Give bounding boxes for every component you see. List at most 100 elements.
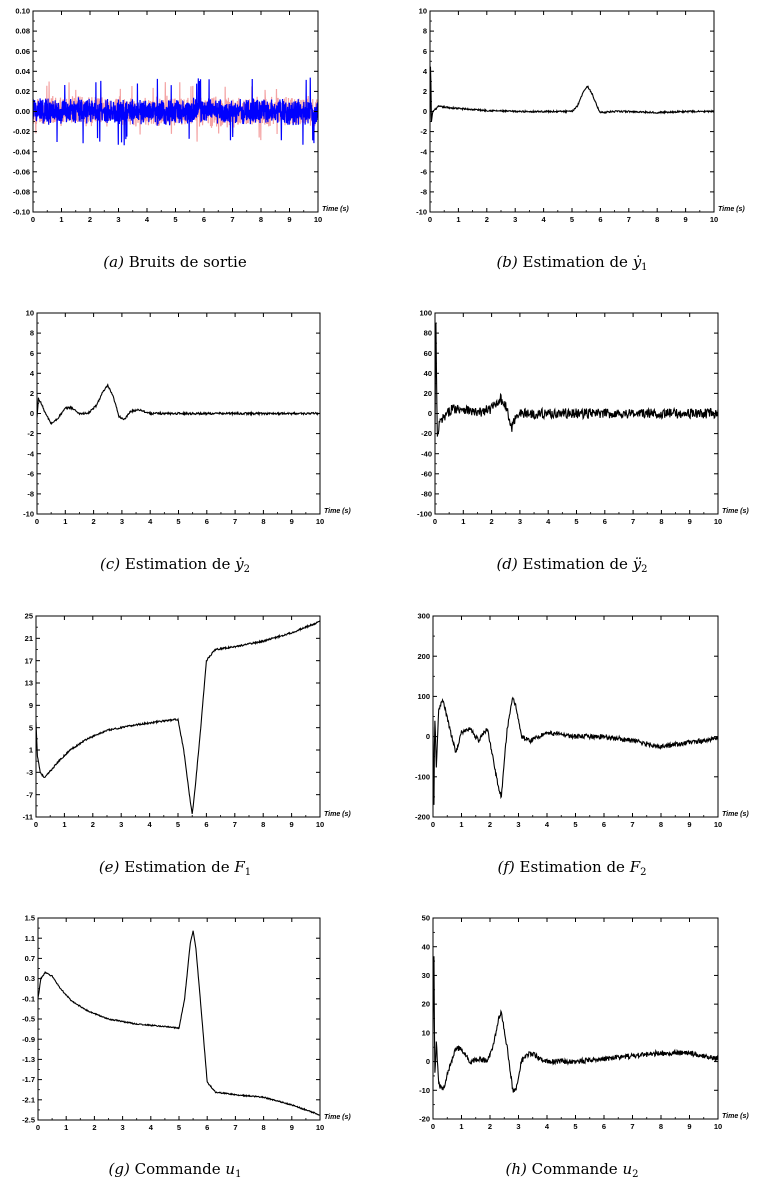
y-tick-label: -100 <box>415 772 430 781</box>
subfigure-caption: (b) Estimation de ẏ1 <box>496 253 647 273</box>
plot-frame <box>432 917 719 1120</box>
x-tick-label: 5 <box>176 820 180 829</box>
x-tick-label: 4 <box>545 1122 550 1131</box>
chart-panel-5: 0 1 2 3 4 5 6 7 8 9 10 -11 -7 -3 1 5 9 13 17 21 25 Time (s) (e… <box>23 612 352 878</box>
caption-subscript: 2 <box>640 867 646 878</box>
plot-frame <box>432 615 719 818</box>
caption-subscript: 1 <box>235 1169 241 1180</box>
chart-panel-4: 0 1 2 3 4 5 6 7 8 9 10 -100 -80 -60 -40 -20 0 20 40 60 80 100… <box>417 309 749 575</box>
y-tick-label: -200 <box>415 813 430 822</box>
caption-subscript: 2 <box>641 564 647 575</box>
subfigure-caption: (d) Estimation de ÿ2 <box>496 555 647 575</box>
y-tick-label: 4 <box>30 369 35 378</box>
y-tick-label: 2 <box>30 389 34 398</box>
y-tick-label: -8 <box>420 188 427 197</box>
x-tick-label: 0 <box>34 820 38 829</box>
x-tick-label: 1 <box>461 517 465 526</box>
y-tick-label: -10 <box>416 208 427 217</box>
y-tick-label: -6 <box>420 167 427 176</box>
x-axis-label: Time (s) <box>722 811 749 818</box>
x-tick-label: 3 <box>516 1122 520 1131</box>
x-axis-label: Time (s) <box>722 508 749 515</box>
y-tick-label: 0.10 <box>15 7 30 16</box>
y-tick-label: 0.3 <box>25 974 35 983</box>
y-tick-label: 21 <box>25 634 33 643</box>
y-tick-label: 1.1 <box>25 934 35 943</box>
y-tick-label: -1.3 <box>22 1055 35 1064</box>
caption-letter: (d) <box>496 555 517 573</box>
x-tick-label: 0 <box>31 215 35 224</box>
y-tick-label: 200 <box>417 652 430 661</box>
caption-letter: (a) <box>103 253 124 271</box>
y-tick-label: -4 <box>420 147 427 156</box>
y-tick-label: -60 <box>421 469 432 478</box>
x-tick-label: 8 <box>262 1123 266 1132</box>
y-tick-label: 40 <box>422 942 430 951</box>
x-tick-label: 10 <box>316 1123 324 1132</box>
x-axis-label: Time (s) <box>722 1113 749 1120</box>
x-tick-label: 4 <box>148 820 153 829</box>
x-tick-label: 10 <box>316 820 324 829</box>
y-tick-label: 100 <box>417 692 430 701</box>
x-tick-label: 2 <box>490 517 494 526</box>
caption-symbol: F <box>230 858 246 876</box>
y-tick-label: 30 <box>422 971 430 980</box>
y-tick-label: 0.00 <box>15 107 30 116</box>
x-tick-label: 7 <box>627 215 631 224</box>
x-tick-label: 10 <box>714 820 722 829</box>
caption-letter: (e) <box>99 858 120 876</box>
caption-subscript: 2 <box>632 1169 638 1180</box>
x-tick-label: 8 <box>259 215 263 224</box>
caption-text: Estimation de <box>119 858 229 876</box>
caption-symbol: u <box>618 1160 632 1178</box>
series-line <box>430 66 714 122</box>
y-tick-label: 25 <box>25 612 33 621</box>
x-tick-label: 6 <box>603 517 607 526</box>
x-tick-label: 4 <box>545 820 550 829</box>
caption-text: Estimation de <box>518 253 628 271</box>
x-tick-label: 7 <box>233 820 237 829</box>
caption-letter: (h) <box>506 1160 528 1178</box>
x-tick-label: 10 <box>316 517 324 526</box>
y-tick-label: -20 <box>421 429 432 438</box>
x-tick-label: 7 <box>630 820 634 829</box>
x-tick-label: 1 <box>62 820 66 829</box>
chart-panel-8: 0 1 2 3 4 5 6 7 8 9 10 -20 -10 0 10 20 30 40 50 Time (s) (h)… <box>419 914 749 1180</box>
x-tick-label: 9 <box>290 1123 294 1132</box>
caption-subscript: 2 <box>244 564 250 575</box>
y-tick-label: -0.5 <box>22 1015 35 1024</box>
y-tick-label: 6 <box>423 47 427 56</box>
y-tick-label: 17 <box>25 656 33 665</box>
x-tick-label: 6 <box>205 1123 209 1132</box>
y-tick-label: 10 <box>419 7 427 16</box>
subfigure-caption: (f) Estimation de F2 <box>498 858 647 878</box>
x-tick-label: 8 <box>659 820 663 829</box>
x-tick-label: 10 <box>714 517 722 526</box>
x-tick-label: 2 <box>92 517 96 526</box>
chart-panel-1: 0 1 2 3 4 5 6 7 8 9 10 -0.10 -0.08 -0.06 -0.04 -0.02 0.0… <box>13 7 349 271</box>
y-tick-label: 8 <box>423 27 427 36</box>
caption-text: Estimation de <box>515 858 625 876</box>
x-tick-label: 1 <box>459 820 463 829</box>
x-tick-label: 6 <box>602 1122 606 1131</box>
x-tick-label: 0 <box>431 1122 435 1131</box>
caption-symbol: F <box>625 858 641 876</box>
x-tick-label: 1 <box>63 517 67 526</box>
x-tick-label: 8 <box>261 820 265 829</box>
x-tick-label: 5 <box>177 1123 181 1132</box>
x-tick-label: 5 <box>176 517 180 526</box>
y-tick-label: -0.06 <box>13 167 30 176</box>
y-tick-label: -0.1 <box>22 994 35 1003</box>
y-tick-label: -6 <box>27 469 34 478</box>
y-tick-label: -80 <box>421 490 432 499</box>
x-tick-label: 7 <box>233 1123 237 1132</box>
x-tick-label: 9 <box>684 215 688 224</box>
x-tick-label: 2 <box>488 820 492 829</box>
caption-text: Estimation de <box>518 555 628 573</box>
x-axis-label: Time (s) <box>718 206 745 213</box>
caption-symbol: ẏ <box>230 555 244 573</box>
x-tick-label: 1 <box>64 1123 68 1132</box>
x-axis-label: Time (s) <box>324 1114 351 1121</box>
